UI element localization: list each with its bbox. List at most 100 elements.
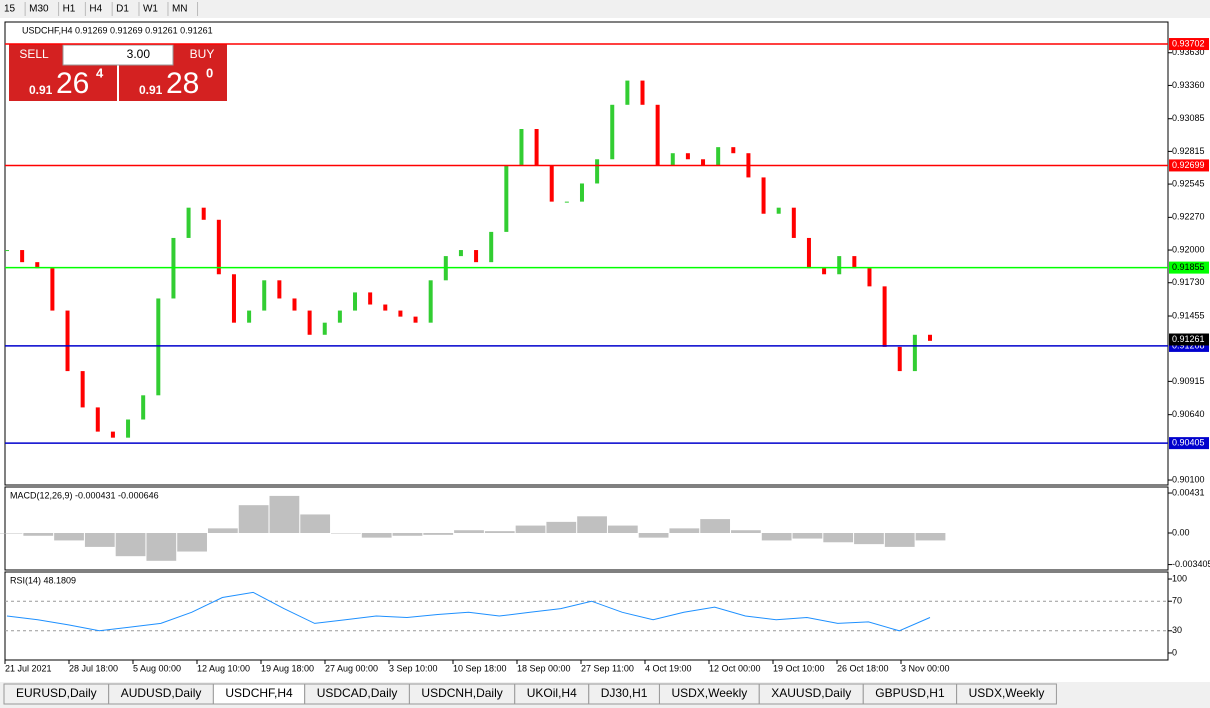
timeframe-button[interactable]: H1 xyxy=(63,4,76,15)
tab[interactable]: USDCAD,Daily xyxy=(304,683,410,705)
candle xyxy=(519,129,524,166)
candle xyxy=(822,268,827,275)
trade-panel: SELL 3.00 BUY 0.91 26 4 0.91 28 0 xyxy=(9,44,227,101)
tab-label: USDCAD,Daily xyxy=(317,686,398,700)
timeframe-button[interactable]: 15 xyxy=(4,4,16,15)
timeframe-button[interactable]: MN xyxy=(172,4,188,15)
y-tick-label: 0.90100 xyxy=(1172,474,1205,484)
tab[interactable]: USDCHF,H4 xyxy=(212,683,306,705)
ask-prefix: 0.91 xyxy=(139,83,163,97)
candle xyxy=(595,159,600,184)
macd-bar xyxy=(792,532,823,539)
tab-label: USDCNH,Daily xyxy=(421,686,502,700)
y-tick-label: 0.92815 xyxy=(1172,146,1205,156)
tab[interactable]: AUDUSD,Daily xyxy=(108,683,214,705)
candle xyxy=(458,250,463,257)
y-tick-label: 0.00431 xyxy=(1172,487,1205,497)
macd-bar xyxy=(607,525,638,533)
candle xyxy=(156,298,161,396)
timeframe-button[interactable]: W1 xyxy=(143,4,158,15)
candle xyxy=(110,431,115,438)
candle xyxy=(549,165,554,202)
candle xyxy=(201,207,206,220)
candle xyxy=(322,322,327,335)
timeframe-button[interactable]: H4 xyxy=(89,4,102,15)
current-price-label: 0.91261 xyxy=(1172,334,1205,344)
timeframe-button[interactable]: D1 xyxy=(116,4,129,15)
candle xyxy=(428,280,433,323)
level-label: 0.93702 xyxy=(1172,38,1205,48)
macd-bar xyxy=(300,514,331,533)
lot-value[interactable]: 3.00 xyxy=(127,47,151,61)
macd-bar xyxy=(269,495,300,533)
y-tick-label: 0.93360 xyxy=(1172,80,1205,90)
candle xyxy=(383,304,388,311)
tab[interactable]: USDCNH,Daily xyxy=(408,683,516,705)
candle xyxy=(701,159,706,166)
tab[interactable]: DJ30,H1 xyxy=(588,683,660,705)
macd-bar xyxy=(577,516,607,533)
x-tick-label: 21 Jul 2021 xyxy=(5,663,52,673)
tab-label: XAUUSD,Daily xyxy=(771,686,851,700)
candle xyxy=(867,268,872,287)
candle xyxy=(882,286,887,347)
bid-prefix: 0.91 xyxy=(29,83,53,97)
candle xyxy=(474,250,479,263)
tab-label: GBPUSD,H1 xyxy=(875,686,945,700)
candle xyxy=(791,207,796,238)
y-tick-label: 0.92545 xyxy=(1172,178,1205,188)
x-tick-label: 18 Sep 00:00 xyxy=(517,663,571,673)
sell-button[interactable]: SELL xyxy=(19,47,49,61)
candle xyxy=(670,153,675,166)
macd-bar xyxy=(115,532,146,557)
macd-bar xyxy=(884,532,915,547)
candle xyxy=(368,292,373,305)
tab-label: USDX,Weekly xyxy=(969,686,1045,700)
level-label-box xyxy=(1169,437,1209,450)
pane-title: RSI(14) 48.1809 xyxy=(10,575,76,585)
rsi-line xyxy=(6,591,931,632)
macd-bar xyxy=(761,532,792,541)
x-tick-label: 5 Aug 00:00 xyxy=(133,663,181,673)
lot-input[interactable] xyxy=(62,44,174,66)
timeframe-button[interactable]: M30 xyxy=(29,4,49,15)
macd-bar xyxy=(423,532,454,535)
candle xyxy=(20,250,25,263)
toolbar xyxy=(0,0,1210,18)
candle xyxy=(655,104,660,166)
x-tick-label: 19 Aug 18:00 xyxy=(261,663,314,673)
tab[interactable]: GBPUSD,H1 xyxy=(862,683,958,705)
candle xyxy=(806,237,811,269)
candle xyxy=(277,280,282,299)
tab[interactable]: EURUSD,Daily xyxy=(3,683,110,705)
candle xyxy=(80,371,85,408)
buy-button[interactable]: BUY xyxy=(190,47,215,61)
macd-bar xyxy=(515,525,546,533)
candle xyxy=(579,183,584,202)
y-tick-label: 0.91455 xyxy=(1172,310,1205,320)
tab[interactable]: USDX,Weekly xyxy=(658,683,760,705)
tab[interactable]: XAUUSD,Daily xyxy=(758,683,864,705)
candle xyxy=(292,298,297,311)
pane-title: MACD(12,26,9) -0.000431 -0.000646 xyxy=(10,490,159,500)
tab[interactable]: UKOil,H4 xyxy=(514,683,590,705)
level-label-box xyxy=(1169,159,1209,172)
candle xyxy=(50,268,55,311)
x-tick-label: 4 Oct 19:00 xyxy=(645,663,692,673)
candle xyxy=(837,256,842,275)
macd-bar xyxy=(700,519,731,533)
macd-bar xyxy=(546,521,577,533)
y-tick-label: 0.90640 xyxy=(1172,409,1205,419)
candle xyxy=(262,280,267,311)
tab-label: UKOil,H4 xyxy=(527,686,577,700)
macd-bar xyxy=(146,532,177,561)
level-label: 0.91855 xyxy=(1172,262,1205,272)
candle xyxy=(504,165,509,232)
candle xyxy=(897,346,902,372)
y-tick-label: 0.00 xyxy=(1172,527,1190,537)
candle xyxy=(231,274,236,323)
y-tick-label: 0.91730 xyxy=(1172,277,1205,287)
tab[interactable]: USDX,Weekly xyxy=(956,683,1057,705)
macd-bar xyxy=(915,532,946,541)
x-tick-label: 12 Oct 00:00 xyxy=(709,663,761,673)
